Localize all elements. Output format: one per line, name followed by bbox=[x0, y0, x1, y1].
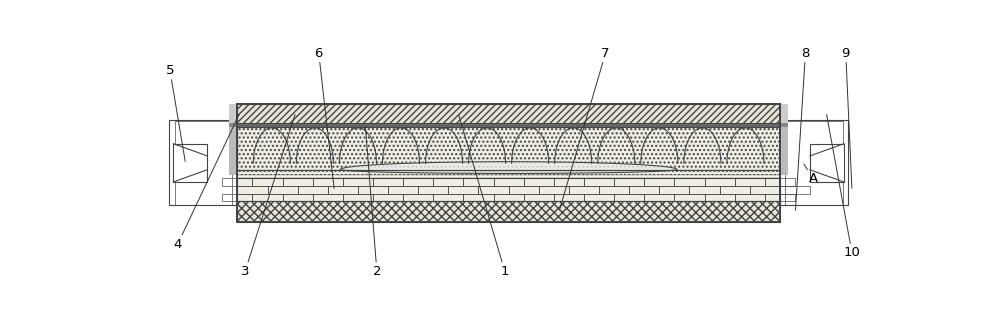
Bar bbox=[373, 194, 403, 201]
Bar bbox=[509, 186, 539, 194]
Bar bbox=[780, 127, 788, 175]
Bar bbox=[674, 178, 705, 186]
Bar bbox=[524, 178, 554, 186]
Bar bbox=[328, 186, 358, 194]
Bar bbox=[735, 178, 765, 186]
Bar bbox=[237, 175, 780, 178]
Bar bbox=[237, 178, 780, 201]
Bar bbox=[388, 186, 418, 194]
Bar bbox=[283, 194, 313, 201]
Bar bbox=[298, 186, 328, 194]
Bar bbox=[418, 186, 448, 194]
Bar bbox=[705, 194, 735, 201]
Bar bbox=[237, 186, 268, 194]
Text: 8: 8 bbox=[795, 47, 810, 210]
Bar bbox=[169, 120, 237, 205]
Bar bbox=[283, 178, 313, 186]
Bar bbox=[584, 178, 614, 186]
Bar bbox=[343, 194, 373, 201]
Polygon shape bbox=[340, 162, 677, 173]
Bar bbox=[173, 144, 207, 182]
Bar bbox=[494, 178, 524, 186]
Bar bbox=[674, 194, 705, 201]
Text: 9: 9 bbox=[842, 47, 852, 188]
Bar bbox=[237, 104, 780, 123]
Text: 5: 5 bbox=[166, 64, 185, 162]
Bar bbox=[463, 178, 494, 186]
Text: 2: 2 bbox=[365, 126, 381, 278]
Bar bbox=[554, 178, 584, 186]
Bar bbox=[222, 194, 252, 201]
Bar bbox=[735, 194, 765, 201]
Bar bbox=[252, 194, 283, 201]
Bar bbox=[629, 186, 659, 194]
Text: A: A bbox=[804, 164, 818, 185]
Bar bbox=[765, 194, 795, 201]
Bar bbox=[614, 178, 644, 186]
Bar bbox=[237, 201, 780, 222]
Bar bbox=[750, 186, 780, 194]
Bar bbox=[229, 104, 237, 123]
Bar bbox=[478, 186, 509, 194]
Bar bbox=[780, 123, 788, 127]
Bar bbox=[614, 194, 644, 201]
Text: 4: 4 bbox=[174, 115, 239, 251]
Bar bbox=[765, 178, 795, 186]
Bar bbox=[659, 186, 689, 194]
Bar bbox=[780, 120, 848, 205]
Bar bbox=[524, 194, 554, 201]
Bar bbox=[433, 178, 463, 186]
Text: 3: 3 bbox=[241, 115, 295, 278]
Bar bbox=[222, 178, 252, 186]
Bar bbox=[785, 121, 843, 204]
Text: 10: 10 bbox=[827, 115, 860, 259]
Bar bbox=[705, 178, 735, 186]
Bar bbox=[237, 104, 780, 222]
Bar bbox=[237, 127, 780, 175]
Bar bbox=[343, 178, 373, 186]
Bar bbox=[494, 194, 524, 201]
Bar bbox=[373, 178, 403, 186]
Bar bbox=[463, 194, 494, 201]
Bar bbox=[175, 121, 232, 204]
Bar bbox=[252, 178, 283, 186]
Bar bbox=[237, 123, 780, 127]
Bar bbox=[780, 104, 788, 123]
Bar bbox=[644, 178, 674, 186]
Bar bbox=[539, 186, 569, 194]
Bar bbox=[720, 186, 750, 194]
Bar bbox=[358, 186, 388, 194]
Bar bbox=[237, 104, 780, 222]
Bar bbox=[403, 194, 433, 201]
Bar bbox=[599, 186, 629, 194]
Text: 7: 7 bbox=[559, 47, 610, 210]
Bar bbox=[644, 194, 674, 201]
Bar bbox=[229, 123, 237, 127]
Text: 6: 6 bbox=[315, 47, 334, 188]
Bar bbox=[584, 194, 614, 201]
Bar bbox=[229, 127, 237, 175]
Bar bbox=[689, 186, 720, 194]
Bar bbox=[313, 194, 343, 201]
Bar bbox=[433, 194, 463, 201]
Bar bbox=[403, 178, 433, 186]
Text: 1: 1 bbox=[459, 115, 509, 278]
Bar bbox=[448, 186, 478, 194]
Bar bbox=[810, 144, 844, 182]
Bar bbox=[780, 186, 810, 194]
Bar bbox=[313, 178, 343, 186]
Bar bbox=[569, 186, 599, 194]
Bar bbox=[554, 194, 584, 201]
Bar bbox=[268, 186, 298, 194]
